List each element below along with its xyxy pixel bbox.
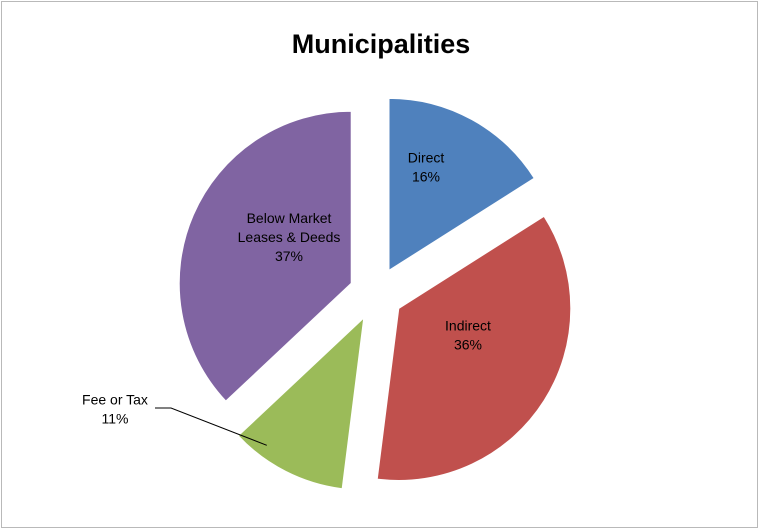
pie-slice-direct (388, 97, 535, 272)
data-label-below-market-leases-deeds: Below Market Leases & Deeds 37% (238, 210, 341, 264)
data-label-direct: Direct 16% (408, 150, 445, 185)
leader-line-fee-or-tax (155, 407, 267, 446)
pie-slice-fee-or-tax (237, 316, 365, 490)
data-label-fee-or-tax: Fee or Tax 11% (82, 392, 148, 427)
chart-title: Municipalities (292, 29, 471, 59)
data-label-indirect: Indirect 36% (445, 318, 491, 353)
pie-slice-indirect (376, 215, 572, 481)
pie-slice-below-market-leases-deeds (178, 110, 352, 402)
